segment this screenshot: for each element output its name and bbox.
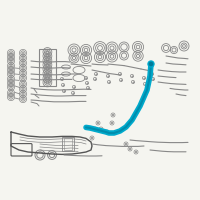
Bar (64, 138, 72, 150)
Circle shape (94, 128, 96, 130)
Bar (62, 137, 74, 151)
Circle shape (129, 148, 131, 150)
Circle shape (112, 114, 114, 116)
Circle shape (135, 151, 137, 153)
Circle shape (125, 143, 127, 145)
Circle shape (100, 128, 102, 130)
Circle shape (149, 62, 153, 66)
Circle shape (111, 122, 113, 124)
Circle shape (91, 137, 93, 139)
Circle shape (106, 131, 108, 133)
Bar (39, 49, 56, 86)
Circle shape (97, 122, 99, 124)
Circle shape (148, 61, 154, 67)
